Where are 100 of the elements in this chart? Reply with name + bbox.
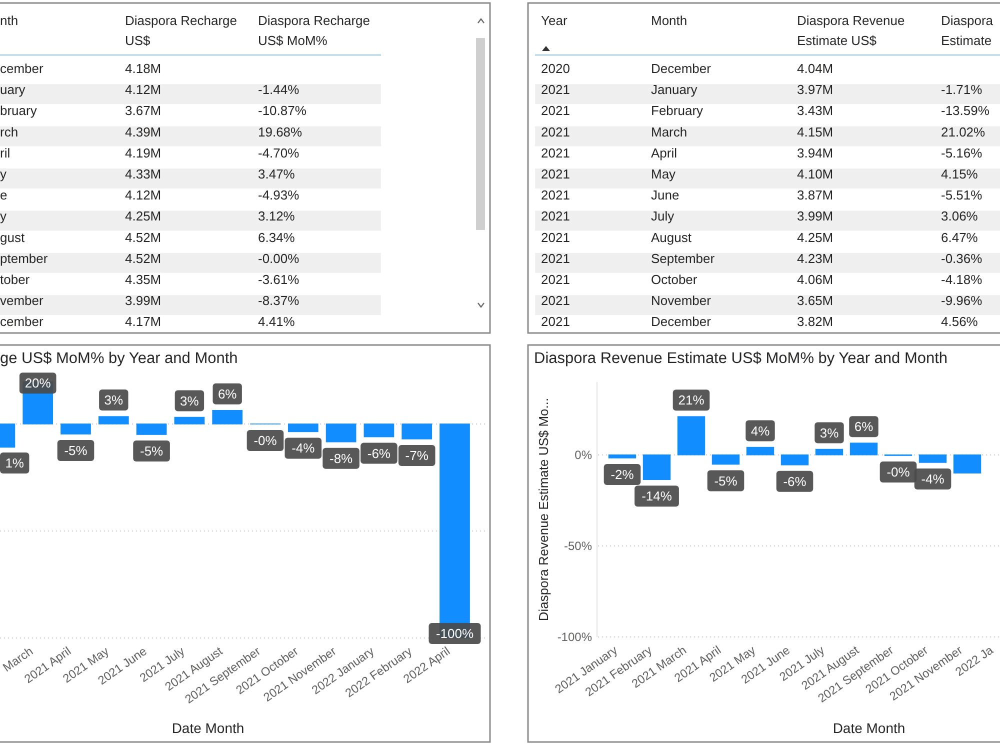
bar bbox=[918, 454, 947, 463]
bar bbox=[780, 454, 809, 466]
text: March bbox=[651, 124, 688, 140]
text: 2021 bbox=[541, 124, 570, 140]
y-tick-label: 0% bbox=[574, 448, 592, 462]
text: -0.36% bbox=[941, 250, 982, 266]
data-label: 20% bbox=[24, 376, 52, 391]
data-label: -4% bbox=[921, 472, 945, 487]
bar bbox=[402, 424, 432, 440]
text: -8.37% bbox=[258, 293, 300, 308]
data-label: 3% bbox=[820, 425, 840, 440]
text: 2021 bbox=[541, 272, 570, 287]
text: 4.19M bbox=[125, 145, 162, 160]
text: November bbox=[651, 293, 711, 308]
category-label: Year bbox=[541, 13, 568, 28]
text: 4.04M bbox=[797, 61, 834, 76]
text: -1.44% bbox=[258, 82, 300, 98]
bar bbox=[608, 454, 636, 458]
text: 4.41% bbox=[258, 314, 295, 330]
x-axis-title: Date Month bbox=[172, 720, 244, 736]
text: -4.18% bbox=[941, 272, 982, 287]
data-label: 21% bbox=[678, 392, 705, 408]
text: 4.15% bbox=[941, 166, 978, 182]
y-tick-label: -50% bbox=[564, 539, 592, 554]
text: -4.70% bbox=[258, 145, 300, 160]
text: vember bbox=[0, 293, 44, 308]
text: 2021 bbox=[541, 103, 570, 118]
text: 3.47% bbox=[258, 166, 295, 182]
data-label: 3% bbox=[180, 393, 200, 408]
data-label: -8% bbox=[329, 450, 354, 466]
text: 3.06% bbox=[941, 208, 978, 224]
text: 4.12M bbox=[125, 82, 162, 98]
category-label: Diaspora Estimate bbox=[941, 13, 994, 48]
text: -1.71% bbox=[941, 82, 982, 98]
text: rch bbox=[0, 124, 18, 140]
text: 2021 bbox=[541, 293, 570, 308]
text: y bbox=[0, 166, 6, 182]
bar bbox=[850, 442, 878, 456]
data-label: 6% bbox=[854, 419, 874, 434]
text: 3.65M bbox=[797, 293, 834, 308]
bar bbox=[712, 454, 740, 465]
data-label: 4% bbox=[750, 423, 770, 438]
data-label: -5% bbox=[140, 444, 164, 459]
category-label: nth bbox=[0, 13, 18, 28]
text: y bbox=[0, 208, 6, 224]
annotation: 1% bbox=[5, 456, 24, 471]
text: -9.96% bbox=[941, 293, 982, 308]
text: 4.56% bbox=[941, 314, 978, 330]
category-label: Diaspora Recharge US$ bbox=[125, 13, 238, 48]
text: January bbox=[651, 82, 698, 98]
text: 3.43M bbox=[797, 103, 834, 118]
bar bbox=[212, 410, 243, 424]
text: 2021 bbox=[541, 166, 570, 182]
text: 3.67M bbox=[125, 103, 162, 118]
text: ptember bbox=[0, 250, 48, 266]
bar bbox=[364, 424, 394, 438]
text: gust bbox=[0, 230, 25, 245]
text: uary bbox=[0, 82, 26, 98]
text: 4.12M bbox=[125, 188, 162, 203]
data-label: -7% bbox=[405, 448, 429, 463]
text: cember bbox=[0, 314, 44, 330]
text: July bbox=[651, 208, 674, 224]
text: -5.16% bbox=[941, 145, 982, 160]
data-label: -0% bbox=[254, 433, 278, 448]
text: -10.87% bbox=[258, 103, 306, 118]
text: 4.33M bbox=[125, 166, 162, 182]
text: 19.68% bbox=[258, 124, 302, 140]
data-label: -5% bbox=[64, 443, 88, 458]
data-label: -6% bbox=[783, 474, 807, 489]
text: 2021 bbox=[541, 230, 570, 245]
text: 4.25M bbox=[125, 208, 162, 224]
bar bbox=[98, 416, 129, 424]
category-label: Month bbox=[651, 13, 688, 28]
text: 4.17M bbox=[125, 314, 162, 330]
text: 3.82M bbox=[797, 314, 834, 330]
text: ril bbox=[0, 145, 10, 160]
text: 2020 bbox=[541, 61, 570, 76]
bar bbox=[136, 424, 167, 435]
text: -3.61% bbox=[258, 272, 300, 287]
text: 3.94M bbox=[797, 145, 834, 160]
category-label: Diaspora Revenue Estimate US$ bbox=[797, 13, 905, 48]
chart-title: ge US$ MoM% by Year and Month bbox=[0, 350, 238, 367]
text: 2021 bbox=[541, 82, 570, 98]
text: May bbox=[651, 166, 676, 182]
text: September bbox=[651, 250, 715, 266]
text: 2021 bbox=[541, 208, 570, 224]
text: 4.25M bbox=[797, 230, 834, 245]
text: 4.52M bbox=[125, 230, 162, 245]
text: December bbox=[651, 61, 711, 76]
text: -4.93% bbox=[258, 188, 300, 203]
text: April bbox=[651, 145, 678, 160]
data-label: -100% bbox=[436, 626, 474, 642]
text: 4.06M bbox=[797, 272, 834, 287]
text: 4.35M bbox=[125, 272, 162, 287]
text: -0.00% bbox=[258, 250, 300, 266]
bar bbox=[174, 416, 205, 424]
text: 2021 bbox=[541, 250, 570, 266]
text: December bbox=[651, 314, 711, 330]
text: cember bbox=[0, 61, 44, 76]
chart-title: Diaspora Revenue Estimate US$ MoM% by Year and Month bbox=[534, 350, 948, 367]
